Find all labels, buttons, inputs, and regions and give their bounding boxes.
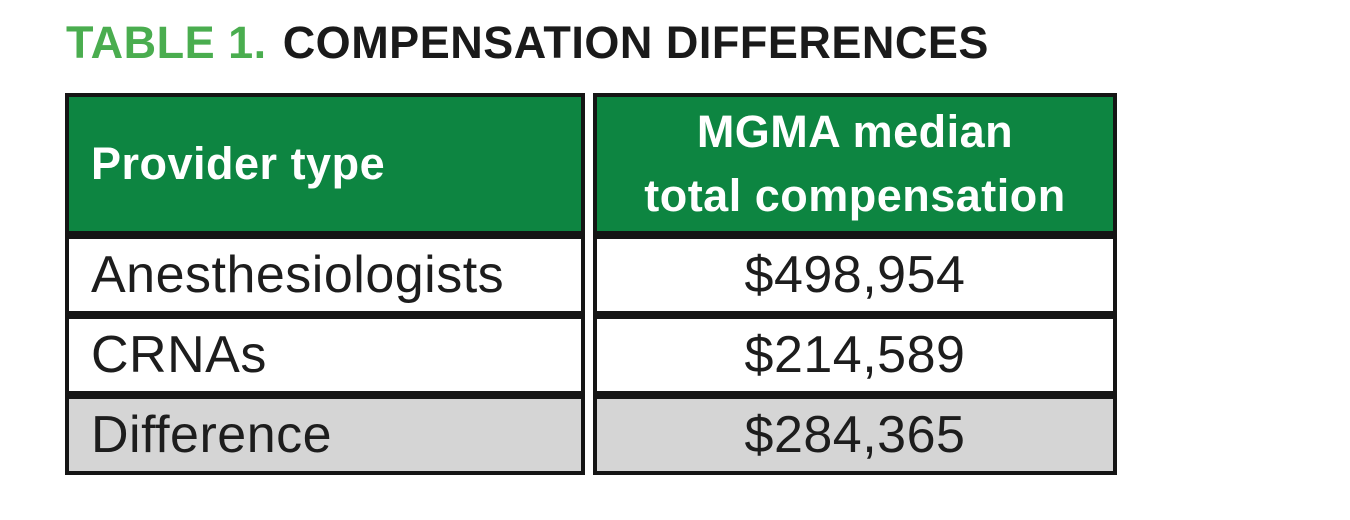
cell-compensation: $284,365 <box>593 395 1117 475</box>
table-title-text: COMPENSATION DIFFERENCES <box>282 17 989 68</box>
cell-provider: Anesthesiologists <box>65 235 585 315</box>
table-number-label: TABLE 1. <box>66 17 267 68</box>
table-row-difference: Difference $284,365 <box>65 395 1117 475</box>
table-row-crnas: CRNAs $214,589 <box>65 315 1117 395</box>
column-header-provider-type: Provider type <box>65 93 585 235</box>
cell-provider: CRNAs <box>65 315 585 395</box>
cell-provider: Difference <box>65 395 585 475</box>
column-header-line-1: MGMA median <box>696 106 1014 158</box>
cell-compensation: $214,589 <box>593 315 1117 395</box>
compensation-table: Provider type MGMA median total compensa… <box>57 93 1125 475</box>
column-header-mgma-median-total-compensation: MGMA median total compensation <box>593 93 1117 235</box>
cell-compensation: $498,954 <box>593 235 1117 315</box>
header-row: Provider type MGMA median total compensa… <box>65 93 1117 235</box>
table-title: TABLE 1. COMPENSATION DIFFERENCES <box>66 17 989 69</box>
table-row-anesthesiologists: Anesthesiologists $498,954 <box>65 235 1117 315</box>
column-header-line-2: total compensation <box>644 170 1066 221</box>
